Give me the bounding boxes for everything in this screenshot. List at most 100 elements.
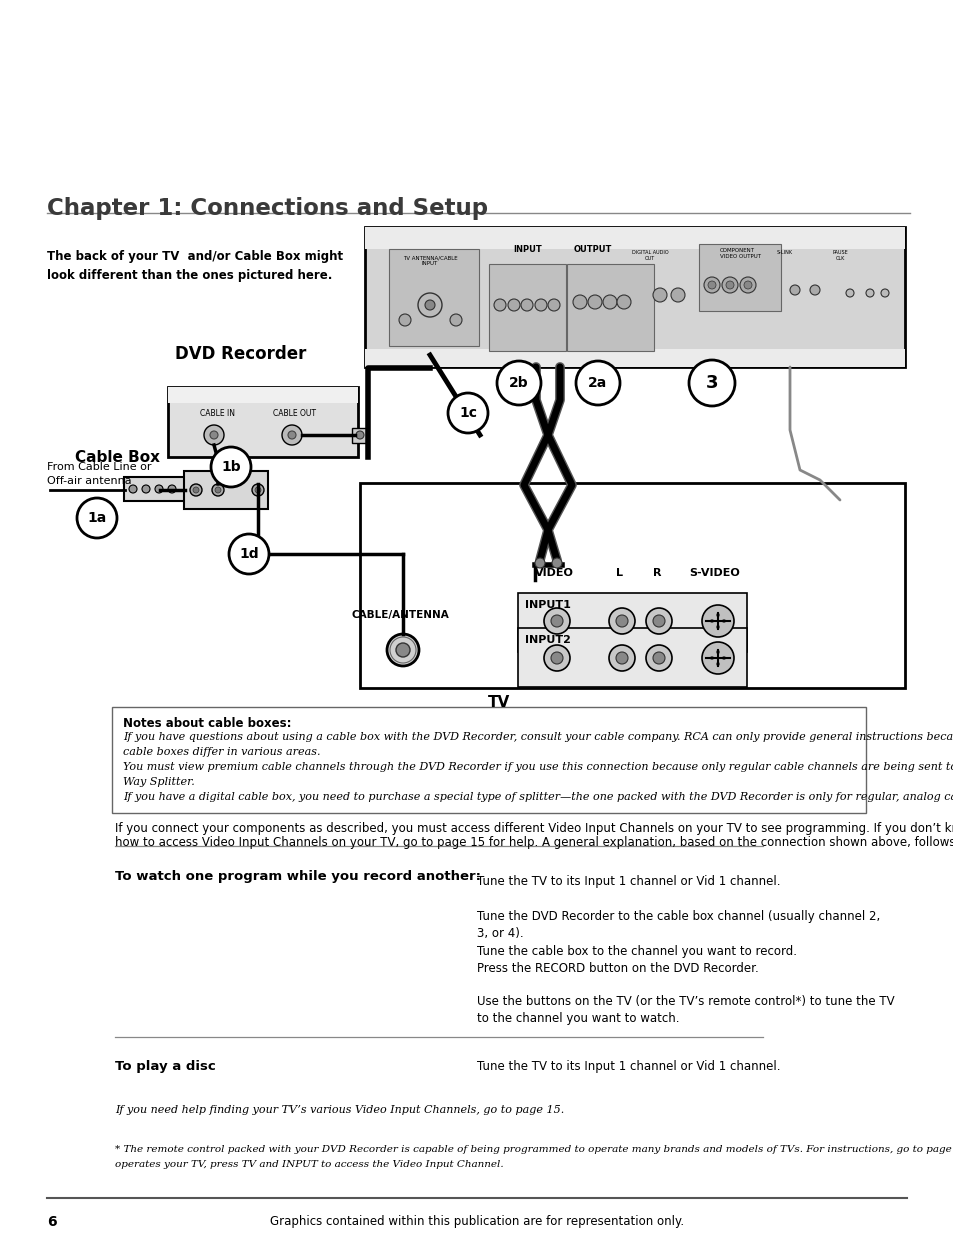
Circle shape	[587, 295, 601, 309]
Text: 2a: 2a	[588, 376, 607, 391]
Text: If you connect your components as described, you must access different Video Inp: If you connect your components as descri…	[115, 822, 953, 835]
Circle shape	[142, 485, 150, 494]
Text: * The remote control packed with your DVD Recorder is capable of being programme: * The remote control packed with your DV…	[115, 1145, 953, 1154]
Circle shape	[424, 300, 435, 310]
Text: 6: 6	[47, 1215, 56, 1229]
Circle shape	[725, 281, 733, 289]
Circle shape	[716, 625, 720, 629]
Circle shape	[716, 662, 720, 666]
Text: Cable Box: Cable Box	[75, 450, 160, 465]
Circle shape	[789, 285, 800, 295]
Circle shape	[716, 650, 720, 653]
Circle shape	[617, 295, 630, 309]
Circle shape	[608, 608, 635, 634]
Text: PAUSE
CLK: PAUSE CLK	[831, 250, 847, 260]
Circle shape	[709, 619, 713, 622]
Circle shape	[398, 314, 411, 326]
Circle shape	[535, 299, 546, 311]
Circle shape	[688, 360, 734, 405]
Circle shape	[880, 289, 888, 298]
Circle shape	[494, 299, 505, 311]
Text: CABLE/ANTENNA: CABLE/ANTENNA	[351, 610, 449, 620]
Text: CABLE IN: CABLE IN	[200, 409, 234, 418]
Text: OUTPUT: OUTPUT	[574, 246, 612, 254]
FancyBboxPatch shape	[517, 593, 746, 652]
FancyBboxPatch shape	[352, 428, 367, 443]
Circle shape	[154, 485, 163, 494]
Circle shape	[740, 277, 755, 293]
FancyBboxPatch shape	[365, 348, 904, 367]
Circle shape	[252, 484, 264, 496]
Circle shape	[701, 605, 733, 637]
Circle shape	[520, 299, 533, 311]
Circle shape	[168, 485, 175, 494]
Circle shape	[709, 656, 713, 660]
Text: If you have questions about using a cable box with the DVD Recorder, consult you: If you have questions about using a cabl…	[123, 732, 953, 742]
Text: DVD Recorder: DVD Recorder	[174, 345, 306, 363]
Text: L: L	[616, 568, 623, 578]
Text: 1c: 1c	[458, 405, 476, 420]
Circle shape	[547, 299, 559, 311]
Circle shape	[721, 656, 725, 660]
Circle shape	[448, 393, 488, 433]
Circle shape	[652, 615, 664, 627]
Text: S-LINK: S-LINK	[776, 250, 792, 255]
Text: 1b: 1b	[221, 460, 240, 474]
Circle shape	[552, 558, 561, 568]
Text: 2b: 2b	[509, 376, 528, 391]
Circle shape	[387, 634, 418, 666]
Text: TV ANTENNA/CABLE
INPUT: TV ANTENNA/CABLE INPUT	[402, 255, 456, 265]
Text: Tune the cable box to the channel you want to record.
Press the RECORD button on: Tune the cable box to the channel you wa…	[476, 945, 796, 975]
Circle shape	[602, 295, 617, 309]
Circle shape	[670, 288, 684, 303]
Text: how to access Video Input Channels on your TV, go to page 15 for help. A general: how to access Video Input Channels on yo…	[115, 836, 953, 849]
Circle shape	[77, 498, 117, 538]
Text: Chapter 1: Connections and Setup: Chapter 1: Connections and Setup	[47, 197, 488, 219]
Text: 1a: 1a	[88, 511, 107, 525]
Text: operates your TV, press TV and INPUT to access the Video Input Channel.: operates your TV, press TV and INPUT to …	[115, 1159, 503, 1169]
Circle shape	[551, 652, 562, 663]
Circle shape	[865, 289, 873, 298]
FancyBboxPatch shape	[184, 471, 268, 508]
Circle shape	[497, 361, 540, 405]
Circle shape	[576, 361, 619, 405]
FancyBboxPatch shape	[168, 387, 357, 403]
Circle shape	[288, 432, 295, 439]
FancyBboxPatch shape	[112, 707, 865, 813]
Circle shape	[543, 608, 569, 634]
Text: Use the buttons on the TV (or the TV’s remote control*) to tune the TV
to the ch: Use the buttons on the TV (or the TV’s r…	[476, 994, 894, 1025]
Circle shape	[743, 281, 751, 289]
Circle shape	[701, 642, 733, 675]
Circle shape	[652, 652, 664, 663]
FancyBboxPatch shape	[517, 627, 746, 687]
FancyBboxPatch shape	[365, 227, 904, 367]
FancyBboxPatch shape	[365, 227, 904, 249]
Text: Tune the TV to its Input 1 channel or Vid 1 channel.: Tune the TV to its Input 1 channel or Vi…	[476, 875, 780, 888]
FancyBboxPatch shape	[124, 477, 186, 501]
Text: Tune the DVD Recorder to the cable box channel (usually channel 2,
3, or 4).: Tune the DVD Recorder to the cable box c…	[476, 910, 880, 940]
Circle shape	[450, 314, 461, 326]
Circle shape	[845, 289, 853, 298]
Circle shape	[707, 281, 716, 289]
Circle shape	[573, 295, 586, 309]
Text: 1d: 1d	[239, 547, 258, 560]
Text: R: R	[652, 568, 660, 578]
Text: INPUT2: INPUT2	[524, 635, 570, 645]
Text: To watch one program while you record another:: To watch one program while you record an…	[115, 870, 480, 883]
Circle shape	[254, 487, 261, 494]
Circle shape	[395, 644, 410, 657]
Text: TV: TV	[488, 694, 510, 711]
Text: INPUT: INPUT	[513, 246, 541, 254]
Circle shape	[645, 608, 671, 634]
FancyBboxPatch shape	[389, 249, 478, 346]
Circle shape	[703, 277, 720, 293]
Text: To play a disc: To play a disc	[115, 1060, 215, 1073]
Circle shape	[616, 615, 627, 627]
Text: CABLE OUT: CABLE OUT	[273, 409, 315, 418]
Circle shape	[282, 425, 302, 445]
Text: VIDEO: VIDEO	[534, 568, 573, 578]
Circle shape	[355, 432, 364, 439]
Circle shape	[721, 277, 738, 293]
Circle shape	[214, 487, 221, 494]
Circle shape	[543, 645, 569, 671]
